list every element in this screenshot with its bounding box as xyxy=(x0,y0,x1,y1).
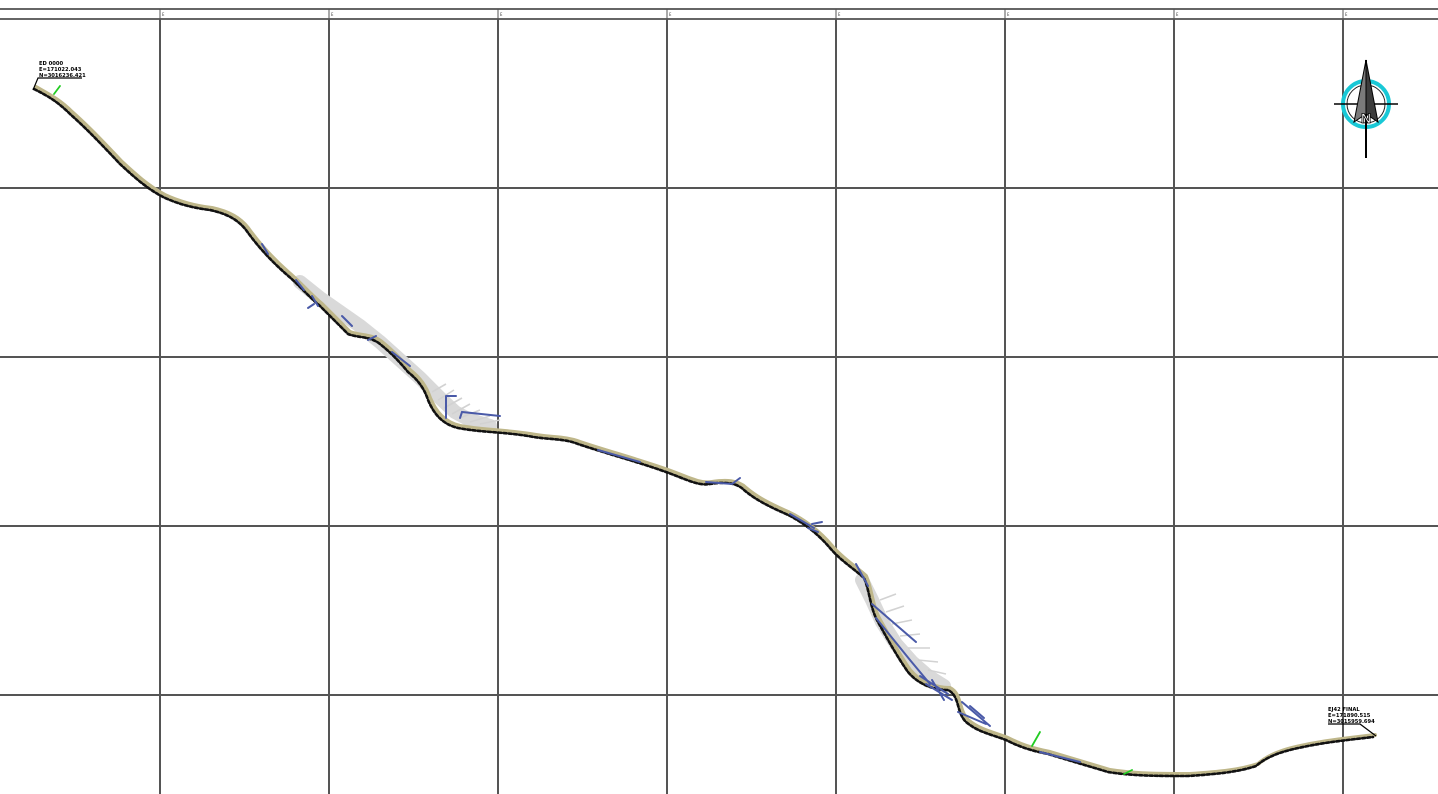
grid-tick-label: E xyxy=(162,12,165,17)
north-arrow-letter: N xyxy=(1361,110,1371,126)
start-point-label: ED 0000 E=171022.043 N=3016236.421 xyxy=(32,61,86,91)
north-arrow-needle-right xyxy=(1365,59,1379,124)
start-point-name: ED 0000 xyxy=(39,61,63,67)
drainage-line xyxy=(871,603,917,643)
frame-ticks: E E E E E E E E xyxy=(159,9,1348,19)
end-point-northing: N=3015959.694 xyxy=(1328,719,1375,725)
end-leader-line xyxy=(1328,723,1377,737)
drainage-line xyxy=(391,351,411,367)
drainage-line xyxy=(855,563,869,587)
drainage-line xyxy=(705,477,741,486)
drainage-line xyxy=(919,675,953,701)
drainage-line xyxy=(307,295,319,309)
drainage-line xyxy=(459,410,501,419)
grid-tick-label: E xyxy=(1007,12,1010,17)
station-markers xyxy=(53,85,1133,775)
end-point-name: EJ42 FINAL xyxy=(1328,707,1360,713)
grading-pad xyxy=(293,275,951,693)
drainage-line xyxy=(789,513,823,533)
drainage-line xyxy=(367,335,377,341)
road-shoulder-edge xyxy=(34,85,1377,776)
grid-tick-label: E xyxy=(1176,12,1179,17)
drainage-line xyxy=(597,449,641,463)
grid-tick-label: E xyxy=(1345,12,1348,17)
end-point-easting: E=171890.515 xyxy=(1328,713,1371,719)
start-point-easting: E=171022.043 xyxy=(39,67,82,73)
drainage-line xyxy=(295,279,305,291)
drawing-frame xyxy=(0,8,1438,20)
drainage-line xyxy=(341,315,353,327)
grid-tick-label: E xyxy=(331,12,334,17)
end-point-label: EJ42 FINAL E=171890.515 N=3015959.694 xyxy=(1328,707,1377,737)
station-marker xyxy=(1123,769,1133,775)
drainage-line xyxy=(957,701,991,727)
station-marker xyxy=(1031,731,1041,747)
drainage-line xyxy=(1039,751,1081,763)
drainage-line xyxy=(445,395,457,419)
drainage-lines xyxy=(261,243,1081,763)
station-marker xyxy=(53,85,61,95)
grid-tick-label: E xyxy=(500,12,503,17)
north-arrow-icon: N xyxy=(1334,59,1398,158)
drainage-line xyxy=(261,243,269,255)
grid-tick-label: E xyxy=(838,12,841,17)
start-leader-line xyxy=(32,77,82,91)
start-point-northing: N=3016236.421 xyxy=(39,73,86,79)
coordinate-grid xyxy=(0,19,1438,794)
grid-tick-label: E xyxy=(669,12,672,17)
cut-fill-hatch xyxy=(879,593,947,675)
drainage-line xyxy=(875,617,931,685)
road-centerline xyxy=(32,87,1375,778)
